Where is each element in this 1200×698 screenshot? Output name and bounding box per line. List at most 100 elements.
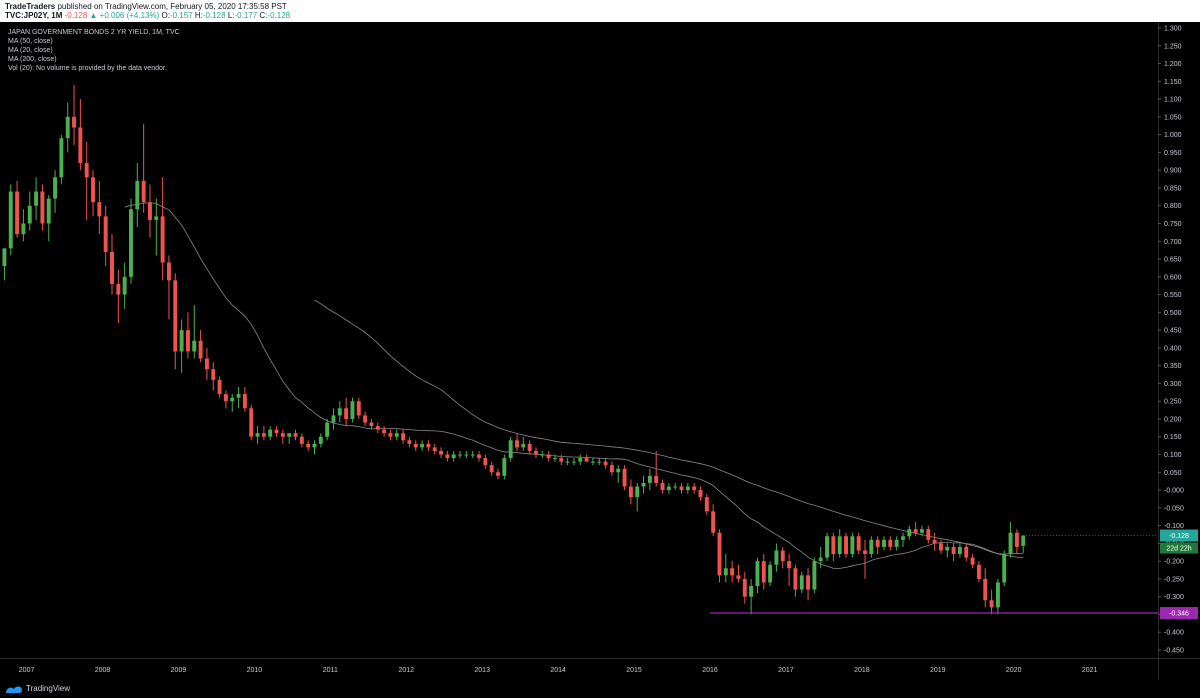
published-text: published on TradingView.com, February 0… bbox=[57, 2, 287, 11]
candle-body bbox=[388, 433, 393, 437]
candle bbox=[325, 418, 330, 441]
candle bbox=[135, 163, 140, 228]
y-tick-label: 0.100 bbox=[1164, 452, 1182, 459]
tradingview-brand[interactable]: TradingView bbox=[26, 684, 71, 693]
publisher-name[interactable]: TradeTraders bbox=[5, 2, 56, 11]
y-tick-label: 0.950 bbox=[1164, 150, 1182, 157]
x-tick-label: 2013 bbox=[474, 667, 490, 674]
candle bbox=[116, 269, 121, 324]
last-price: -0.128 bbox=[64, 11, 88, 20]
candle bbox=[825, 532, 830, 562]
candle-body bbox=[875, 539, 880, 547]
candle bbox=[989, 589, 994, 615]
candle bbox=[382, 426, 387, 437]
candle-body bbox=[622, 468, 627, 487]
candle bbox=[571, 458, 576, 466]
y-tick-label: 1.200 bbox=[1164, 61, 1182, 68]
legend-ma-20[interactable]: MA (20, close) bbox=[8, 47, 53, 54]
y-tick-label: -0.400 bbox=[1164, 630, 1184, 637]
candle bbox=[464, 450, 469, 459]
candle bbox=[426, 440, 431, 451]
candle-body bbox=[407, 440, 412, 444]
candle-body bbox=[477, 454, 481, 459]
candle-body bbox=[249, 408, 254, 437]
candle-body bbox=[711, 511, 716, 533]
candle bbox=[420, 440, 425, 451]
candle bbox=[483, 454, 488, 469]
candle-body bbox=[787, 561, 792, 569]
candle-body bbox=[704, 497, 709, 512]
candle-body bbox=[888, 539, 893, 547]
candle-body bbox=[78, 127, 83, 164]
candle bbox=[995, 578, 1000, 615]
y-tick-label: 0.550 bbox=[1164, 292, 1182, 299]
y-tick-label: 1.050 bbox=[1164, 114, 1182, 121]
candle-body bbox=[780, 550, 785, 562]
candle-body bbox=[34, 191, 39, 206]
ohlc-info: TVC:JP02Y, 1M -0.128 ▲ +0.006 (+4.13%) O… bbox=[5, 12, 290, 20]
candle bbox=[938, 539, 943, 555]
candle bbox=[635, 482, 640, 512]
candle-body bbox=[1014, 532, 1019, 547]
candle-body bbox=[1021, 535, 1026, 546]
low-value: -0.177 bbox=[234, 11, 258, 20]
candle-body bbox=[515, 440, 519, 448]
legend-ma-50[interactable]: MA (50, close) bbox=[8, 38, 53, 45]
candle-body bbox=[774, 550, 779, 565]
candle-body bbox=[293, 433, 298, 437]
low-label: L: bbox=[227, 11, 235, 20]
candle-body bbox=[1008, 532, 1013, 555]
publish-header: TradeTraders published on TradingView.co… bbox=[0, 0, 1200, 22]
tradingview-logo-icon[interactable] bbox=[5, 684, 23, 694]
candle bbox=[806, 568, 811, 601]
candle-body bbox=[198, 340, 203, 359]
candle bbox=[755, 557, 760, 594]
candle-body bbox=[597, 461, 602, 463]
candle bbox=[34, 177, 39, 220]
candle-body bbox=[540, 454, 545, 456]
y-tick-label: 0.200 bbox=[1164, 416, 1182, 423]
y-tick-label: 0.400 bbox=[1164, 345, 1182, 352]
candle bbox=[692, 482, 697, 494]
candle-body bbox=[318, 436, 323, 444]
candle-body bbox=[749, 586, 754, 597]
candle-body bbox=[413, 443, 418, 448]
candle-body bbox=[698, 490, 703, 498]
candle bbox=[21, 209, 26, 242]
candle-body bbox=[559, 458, 564, 462]
candle-body bbox=[818, 557, 823, 562]
candle bbox=[831, 532, 836, 562]
candle-body bbox=[616, 468, 621, 473]
candle-body bbox=[363, 415, 368, 423]
candle-body bbox=[552, 458, 557, 460]
candle bbox=[685, 482, 690, 494]
legend-volume[interactable]: Vol (20): No volume is provided by the d… bbox=[8, 65, 167, 72]
candle-body bbox=[920, 529, 924, 533]
y-tick-label: 0.050 bbox=[1164, 470, 1182, 477]
candle-body bbox=[337, 408, 342, 416]
candle bbox=[951, 543, 956, 562]
candle-body bbox=[46, 198, 51, 224]
y-tick-label: 0.700 bbox=[1164, 239, 1182, 246]
candle bbox=[552, 454, 557, 462]
candle-body bbox=[882, 539, 886, 547]
candle bbox=[1002, 550, 1007, 587]
high-label: H: bbox=[194, 11, 203, 20]
up-arrow-icon: ▲ bbox=[89, 11, 98, 20]
candle bbox=[401, 429, 406, 444]
candle bbox=[230, 394, 235, 412]
candle bbox=[318, 433, 323, 448]
candle-body bbox=[84, 163, 89, 178]
candle-body bbox=[8, 191, 13, 249]
candle bbox=[337, 401, 342, 423]
candle-body bbox=[799, 575, 804, 590]
candle bbox=[698, 486, 703, 501]
candle-body bbox=[913, 529, 918, 533]
candle bbox=[964, 543, 969, 562]
legend-ma-200[interactable]: MA (200, close) bbox=[8, 56, 57, 63]
price-chart[interactable]: 1.300 1.250 1.200 1.150 1.100 1.050 1.000 0.950… bbox=[0, 22, 1200, 680]
candle bbox=[249, 404, 254, 441]
candle-body bbox=[223, 394, 228, 402]
candle-body bbox=[91, 177, 95, 203]
candle bbox=[704, 493, 709, 515]
